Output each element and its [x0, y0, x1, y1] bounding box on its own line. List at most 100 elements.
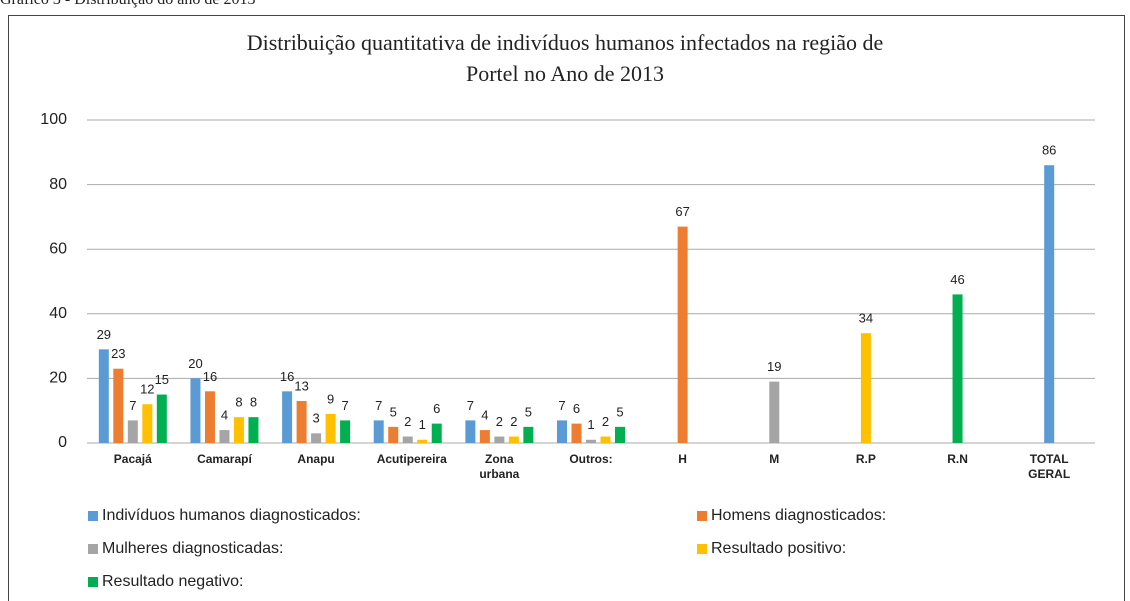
- x-tick-label: Anapu: [297, 452, 335, 466]
- bar: [417, 439, 428, 443]
- data-label: 2: [510, 414, 517, 429]
- data-label: 7: [375, 398, 382, 413]
- legend-label: Homens diagnosticados:: [711, 507, 886, 524]
- x-tick-label: Camarapí: [197, 452, 252, 466]
- bar: [98, 349, 109, 443]
- data-label: 1: [419, 417, 426, 432]
- data-label: 4: [481, 408, 488, 423]
- bar: [465, 420, 476, 443]
- data-label: 5: [525, 404, 532, 419]
- data-label: 8: [235, 395, 242, 410]
- y-tick-label: 80: [49, 176, 67, 193]
- bar: [508, 436, 519, 443]
- data-label: 34: [859, 311, 873, 326]
- data-label: 6: [573, 401, 580, 416]
- bar: [340, 420, 351, 443]
- bar: [296, 401, 307, 443]
- bar: [204, 391, 215, 443]
- x-tick-label: R.P: [855, 452, 876, 466]
- bar: [248, 417, 259, 443]
- bar: [431, 423, 442, 443]
- bar: [113, 368, 124, 443]
- legend-swatch: [88, 511, 98, 521]
- data-label: 4: [221, 408, 228, 423]
- legend-swatch: [697, 511, 707, 521]
- data-label: 29: [97, 327, 111, 342]
- bar: [156, 394, 167, 443]
- data-label: 13: [294, 378, 308, 393]
- data-label: 8: [250, 395, 257, 410]
- bar: [860, 333, 871, 443]
- data-label: 7: [341, 398, 348, 413]
- bar: [677, 226, 688, 443]
- data-label: 15: [155, 372, 169, 387]
- y-tick-label: 20: [49, 370, 67, 387]
- x-tick-label: H: [678, 452, 687, 466]
- data-label: 7: [129, 398, 136, 413]
- chart-title: Portel no Ano de 2013: [466, 61, 664, 86]
- data-label: 12: [140, 382, 154, 397]
- legend-swatch: [88, 544, 98, 554]
- bar: [769, 381, 780, 443]
- data-label: 67: [675, 204, 689, 219]
- bar: [557, 420, 567, 443]
- y-tick-label: 100: [40, 111, 67, 128]
- bar: [311, 433, 322, 443]
- data-label: 23: [111, 346, 125, 361]
- data-label: 16: [280, 369, 294, 384]
- bar: [233, 417, 244, 443]
- legend-label: Indivíduos humanos diagnosticados:: [102, 507, 361, 524]
- y-tick-label: 0: [58, 434, 67, 451]
- data-label: 5: [616, 404, 623, 419]
- bar: [219, 430, 230, 443]
- data-label: 5: [390, 404, 397, 419]
- legend-swatch: [697, 544, 707, 554]
- bar: [952, 294, 963, 443]
- bar: [479, 430, 490, 443]
- x-tick-label: TOTAL GERAL: [1028, 452, 1071, 481]
- data-label: 2: [602, 414, 609, 429]
- bar: [600, 436, 611, 443]
- data-label: 3: [312, 411, 319, 426]
- bar: [615, 426, 625, 443]
- legend-label: Mulheres diagnosticadas:: [102, 540, 283, 557]
- data-label: 46: [950, 272, 964, 287]
- data-label: 86: [1042, 143, 1056, 158]
- x-tick-label: Outros:: [569, 452, 613, 466]
- data-label: 6: [433, 401, 440, 416]
- caption: Gráfico 3 - Distribuição do ano de 2013: [0, 0, 255, 9]
- data-label: 2: [496, 414, 503, 429]
- x-tick-label: Pacajá: [113, 452, 152, 466]
- bar: [325, 413, 336, 443]
- data-label: 19: [767, 359, 781, 374]
- data-label: 9: [327, 391, 334, 406]
- chart-title: Distribuição quantitativa de indivíduos …: [247, 30, 884, 55]
- bar: [127, 420, 138, 443]
- x-tick-label: Zona urbana: [479, 452, 520, 481]
- y-tick-label: 40: [49, 305, 67, 322]
- bar: [494, 436, 505, 443]
- bar: [1044, 165, 1055, 443]
- legend-label: Resultado positivo:: [711, 540, 846, 557]
- data-label: 7: [558, 398, 565, 413]
- bar: [402, 436, 413, 443]
- legend-label: Resultado negativo:: [102, 573, 243, 590]
- bar: [586, 439, 596, 443]
- chart-border: [8, 15, 1125, 601]
- bar: [282, 391, 293, 443]
- data-label: 2: [404, 414, 411, 429]
- y-tick-label: 60: [49, 240, 67, 257]
- bar: [571, 423, 582, 443]
- x-tick-label: M: [769, 452, 780, 466]
- bar: [373, 420, 384, 443]
- x-tick-label: Acutipereira: [376, 452, 447, 466]
- data-label: 16: [203, 369, 217, 384]
- data-label: 20: [188, 356, 202, 371]
- data-label: 7: [467, 398, 474, 413]
- bar: [190, 378, 201, 443]
- legend-swatch: [88, 577, 98, 587]
- x-tick-label: R.N: [947, 452, 968, 466]
- bar: [388, 426, 399, 443]
